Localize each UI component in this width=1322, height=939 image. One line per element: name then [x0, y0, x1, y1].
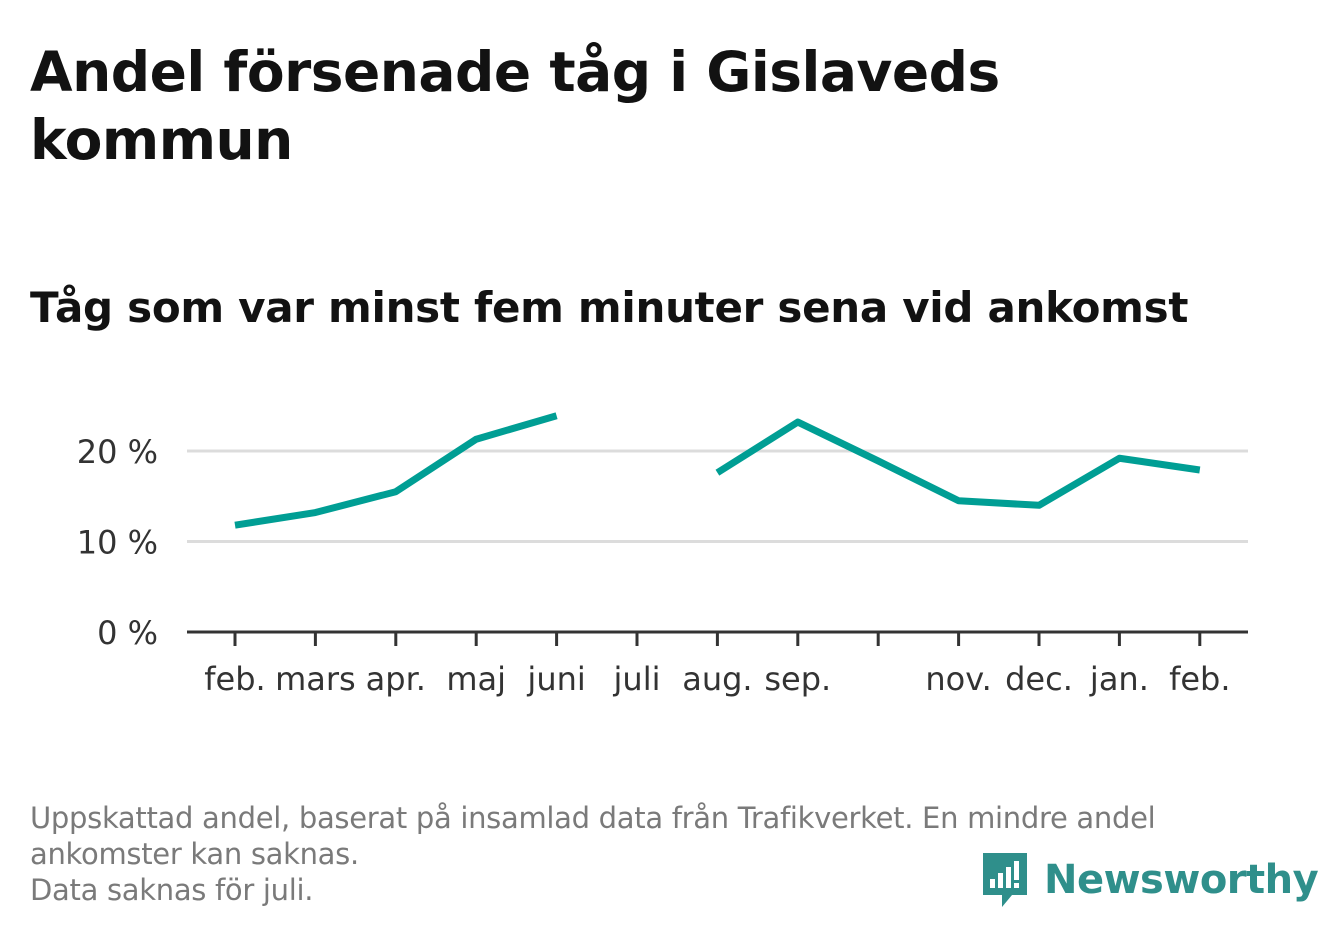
- logo-text: Newsworthy: [1044, 857, 1319, 903]
- newsworthy-logo-icon: [983, 853, 1027, 907]
- series-line: [234, 412, 558, 529]
- x-tick-label: sep.: [764, 660, 831, 698]
- x-tick-label: nov.: [925, 660, 991, 698]
- x-tick-label: dec.: [1005, 660, 1073, 698]
- x-axis: [187, 630, 1248, 646]
- line-chart: 0 % 10 % 20 % feb. mars apr. maj juni juli aug. s…: [77, 412, 1248, 698]
- footnote-line: Uppskattad andel, baserat på insamlad da…: [30, 801, 1156, 835]
- y-tick-label: 10 %: [77, 524, 158, 562]
- newsworthy-logo: Newsworthy: [980, 850, 1319, 910]
- y-tick-label: 0 %: [97, 614, 158, 652]
- footnote: Uppskattad andel, baserat på insamlad da…: [30, 800, 1290, 908]
- x-tick-label: feb.: [1169, 660, 1230, 698]
- y-tick-label: 20 %: [77, 433, 158, 471]
- gridlines: [187, 449, 1248, 543]
- y-axis-tick-labels: 0 % 10 % 20 %: [77, 433, 158, 652]
- chart-title: Andel försenade tåg i Gislaveds kommun: [30, 40, 1000, 172]
- chart-subtitle: Tåg som var minst fem minuter sena vid a…: [30, 283, 1189, 332]
- x-tick-label: maj: [446, 660, 506, 698]
- x-tick-label: apr.: [366, 660, 426, 698]
- x-tick-label: juli: [613, 660, 661, 698]
- series-lines: [234, 412, 1201, 529]
- series-line: [715, 418, 1201, 509]
- x-tick-label: aug.: [682, 660, 752, 698]
- x-axis-tick-labels: feb. mars apr. maj juni juli aug. sep. nov. dec. j…: [204, 660, 1230, 698]
- x-tick-label: juni: [526, 660, 585, 698]
- footnote-line: Data saknas för juli.: [30, 873, 314, 907]
- x-tick-label: feb.: [204, 660, 265, 698]
- x-tick-label: mars: [275, 660, 356, 698]
- x-tick-label: jan.: [1089, 660, 1149, 698]
- footnote-line: ankomster kan saknas.: [30, 837, 359, 871]
